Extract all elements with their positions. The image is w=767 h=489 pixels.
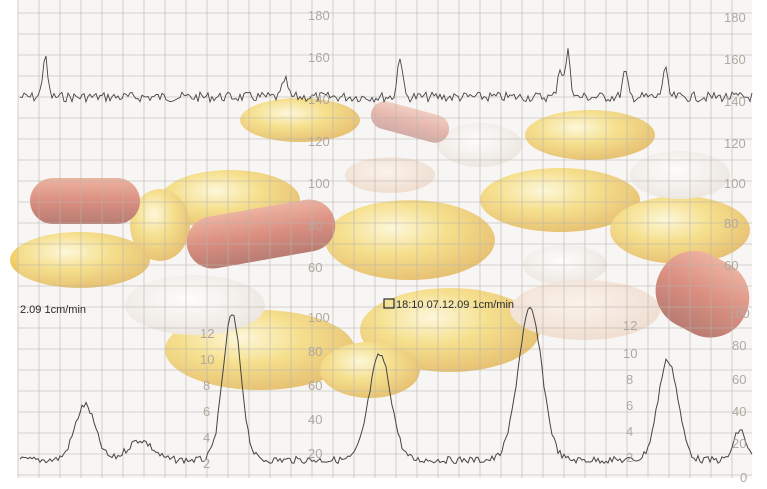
scale-label: 140 — [724, 94, 746, 109]
red-capsule — [655, 250, 750, 338]
tablet — [345, 157, 435, 193]
softgel-capsule — [325, 200, 495, 280]
scale-label: 160 — [724, 52, 746, 67]
heart-rate-trace — [19, 48, 753, 104]
scale-label: 60 — [724, 258, 738, 273]
scale-label: 100 — [724, 176, 746, 191]
contraction-scale-left: 12 10 8 6 4 2 — [200, 326, 214, 471]
scale-label: 60 — [732, 372, 746, 387]
print-stamp-left: 2.09 1cm/min — [20, 304, 86, 316]
red-capsule — [370, 101, 450, 143]
scale-label: 180 — [724, 10, 746, 25]
scale-label: 100 — [308, 310, 330, 325]
scale-label: 4 — [203, 430, 210, 445]
softgel-capsule — [525, 110, 655, 160]
scale-label: 12 — [623, 318, 637, 333]
scale-label: 100 — [728, 306, 750, 321]
scale-label: 120 — [308, 134, 330, 149]
scale-label: 10 — [623, 346, 637, 361]
red-capsule — [30, 178, 140, 224]
scale-label: 140 — [308, 92, 330, 107]
scale-label: 8 — [203, 378, 210, 393]
scale-label: 6 — [203, 404, 210, 419]
scale-label: 40 — [732, 404, 746, 419]
print-stamp-center: 18:10 07.12.09 1cm/min — [396, 299, 514, 311]
softgel-capsule — [130, 189, 190, 261]
contraction-scale-far-right: 100 80 60 40 20 0 — [728, 306, 750, 485]
contraction-trace — [19, 306, 753, 465]
scale-label: 60 — [308, 260, 322, 275]
scale-label: 2 — [203, 456, 210, 471]
scale-label: 180 — [308, 8, 330, 23]
tablet — [630, 151, 730, 199]
scale-label: 100 — [308, 176, 330, 191]
chart-paper-grid — [17, 0, 752, 478]
scale-label: 12 — [200, 326, 214, 341]
softgel-capsule — [10, 232, 150, 288]
scale-label: 120 — [724, 136, 746, 151]
heart-rate-scale-center: 180 160 140 120 100 80 60 — [308, 8, 330, 275]
red-capsule — [186, 199, 336, 269]
contraction-scale-center: 100 80 60 40 20 — [308, 310, 330, 461]
scale-label: 2 — [626, 450, 633, 465]
scale-label: 160 — [308, 50, 330, 65]
softgel-capsule — [610, 196, 750, 264]
scale-label: 8 — [626, 372, 633, 387]
scale-label: 80 — [308, 218, 322, 233]
scale-label: 40 — [308, 412, 322, 427]
scale-label: 6 — [626, 398, 633, 413]
marker-icon — [383, 298, 395, 309]
scale-label: 20 — [732, 436, 746, 451]
softgel-capsule — [480, 168, 640, 232]
scale-label: 4 — [626, 424, 633, 439]
contraction-scale-right: 12 10 8 6 4 2 — [623, 318, 637, 465]
scale-label: 10 — [200, 352, 214, 367]
scale-label: 20 — [308, 446, 322, 461]
scale-label: 80 — [308, 344, 322, 359]
scale-label: 0 — [740, 470, 747, 485]
tablet — [125, 275, 265, 335]
scale-label: 80 — [732, 338, 746, 353]
heart-rate-scale-right: 180 160 140 120 100 80 60 — [724, 10, 746, 273]
scale-label: 60 — [308, 378, 322, 393]
scale-label: 80 — [724, 216, 738, 231]
